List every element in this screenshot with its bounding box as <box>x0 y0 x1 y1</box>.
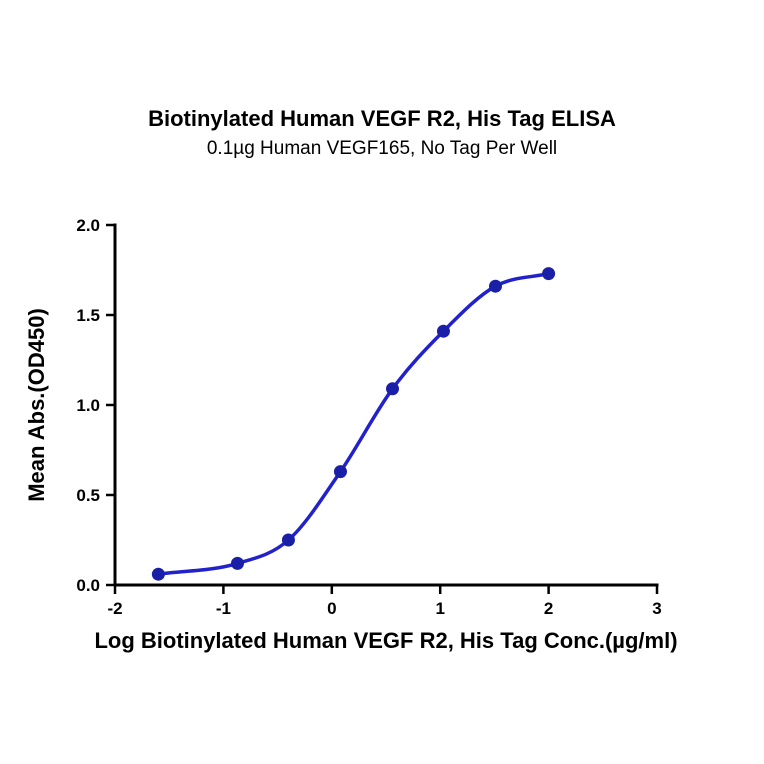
y-axis-title: Mean Abs.(OD450) <box>24 308 49 502</box>
data-point <box>488 279 502 293</box>
data-point <box>386 382 400 396</box>
data-point <box>542 267 556 281</box>
data-point <box>436 324 450 338</box>
data-point <box>333 465 347 479</box>
x-tick-label: -2 <box>107 599 122 618</box>
fit-curve <box>156 271 551 576</box>
x-tick-label: 1 <box>435 599 444 618</box>
chart-subtitle: 0.1µg Human VEGF165, No Tag Per Well <box>206 138 558 159</box>
x-tick-label: 2 <box>544 599 553 618</box>
y-tick-label: 1.0 <box>76 396 100 415</box>
axes <box>113 223 659 587</box>
x-tick-label: 0 <box>327 599 336 618</box>
y-axis-ticks: 0.0 0.5 1.0 1.5 2.0 <box>76 216 115 595</box>
y-tick-label: 0.5 <box>76 486 100 505</box>
x-tick-label: -1 <box>216 599 231 618</box>
y-tick-label: 1.5 <box>76 306 100 325</box>
x-tick-label: 3 <box>652 599 661 618</box>
x-axis-title: Log Biotinylated Human VEGF R2, His Tag … <box>94 628 677 653</box>
y-tick-label: 0.0 <box>76 576 100 595</box>
plot-area: -2 -1 0 1 2 3 0.0 0.5 1.0 1.5 2.0 <box>76 216 661 618</box>
data-points <box>151 267 556 581</box>
data-point <box>230 556 244 570</box>
data-point <box>281 533 295 547</box>
chart-title: Biotinylated Human VEGF R2, His Tag ELIS… <box>148 106 616 131</box>
data-point <box>151 567 165 581</box>
y-tick-label: 2.0 <box>76 216 100 235</box>
x-axis-ticks: -2 -1 0 1 2 3 <box>107 585 662 618</box>
